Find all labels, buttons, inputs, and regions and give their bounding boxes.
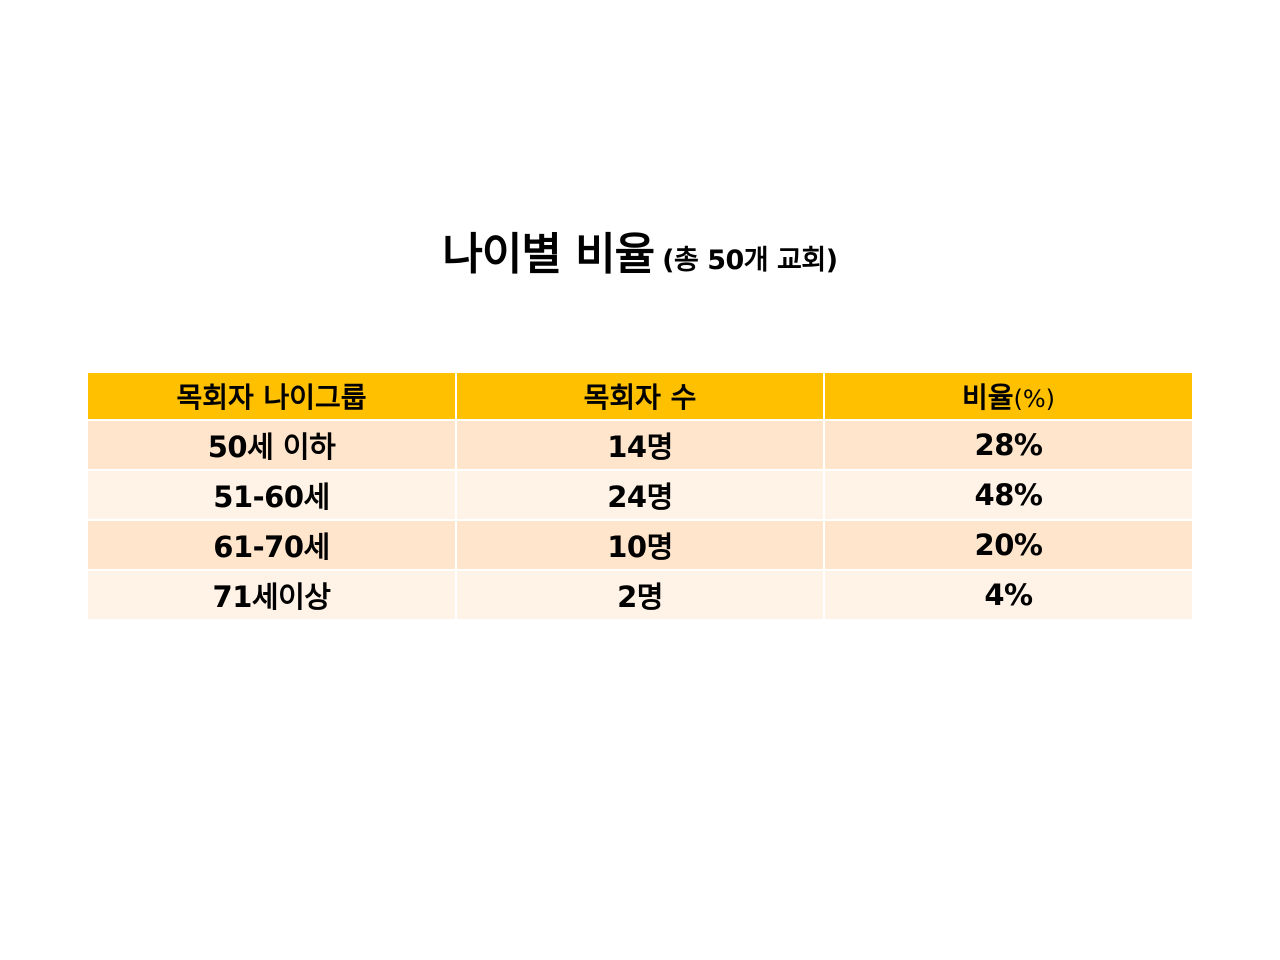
header-ratio: 비율(%): [824, 373, 1192, 421]
cell-pastor-count: 2명: [456, 570, 825, 621]
cell-ratio: 48%: [824, 470, 1192, 521]
age-ratio-table-container: 목회자 나이그룹 목회자 수 비율(%) 50세 이하 14명 28% 51-6…: [88, 373, 1192, 621]
table-row: 61-70세 10명 20%: [88, 520, 1192, 571]
title-subtitle: (총 50개 교회): [662, 245, 838, 276]
slide-title: 나이별 비율 (총 50개 교회): [0, 218, 1280, 282]
cell-age-group: 71세이상: [88, 570, 457, 621]
cell-ratio: 28%: [824, 420, 1192, 471]
age-ratio-table: 목회자 나이그룹 목회자 수 비율(%) 50세 이하 14명 28% 51-6…: [88, 373, 1192, 621]
header-ratio-label: 비율: [961, 381, 1014, 414]
cell-pastor-count: 10명: [456, 520, 825, 571]
cell-age-group: 51-60세: [88, 470, 457, 521]
cell-pastor-count: 14명: [456, 420, 825, 471]
header-pastor-count: 목회자 수: [456, 373, 825, 421]
header-ratio-unit: (%): [1013, 385, 1056, 413]
cell-ratio: 4%: [824, 570, 1192, 621]
header-age-group: 목회자 나이그룹: [88, 373, 457, 421]
table-row: 50세 이하 14명 28%: [88, 420, 1192, 471]
cell-ratio: 20%: [824, 520, 1192, 571]
table-row: 51-60세 24명 48%: [88, 470, 1192, 521]
cell-pastor-count: 24명: [456, 470, 825, 521]
table-row: 71세이상 2명 4%: [88, 570, 1192, 621]
table-header-row: 목회자 나이그룹 목회자 수 비율(%): [88, 373, 1192, 421]
title-main: 나이별 비율: [442, 229, 655, 280]
cell-age-group: 50세 이하: [88, 420, 457, 471]
cell-age-group: 61-70세: [88, 520, 457, 571]
